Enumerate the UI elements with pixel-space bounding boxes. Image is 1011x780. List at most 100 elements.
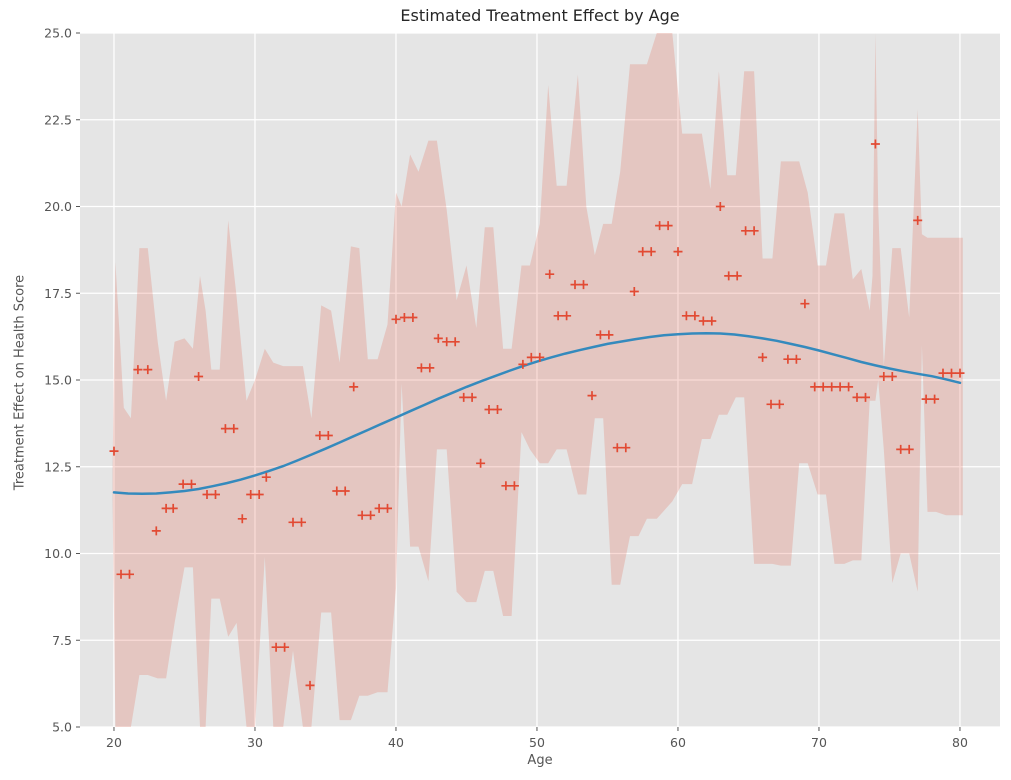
y-tick-label: 5.0 [52,720,72,735]
scatter-point [383,503,392,513]
scatter-point [168,503,178,513]
scatter-point [366,510,376,520]
scatter-point [673,247,683,257]
scatter-point [297,517,306,527]
scatter-point [484,405,494,414]
scatter-point [493,405,502,414]
scatter-point [357,510,367,520]
scatter-point [211,490,220,499]
scatter-point [202,490,212,499]
scatter-point [220,424,230,434]
scatter-point [246,490,256,499]
scatter-point [681,311,691,321]
scatter-point [509,481,519,491]
scatter-point [870,139,880,149]
scatter-point [810,382,820,392]
scatter-point [408,313,418,322]
y-tick-label: 17.5 [44,286,72,301]
scatter-point [467,392,477,402]
x-tick-label: 20 [106,735,122,750]
y-tick-label: 22.5 [44,112,72,127]
scatter-point [646,247,656,257]
scatter-point [109,446,119,456]
scatter-point [732,271,742,281]
x-tick-label: 70 [811,735,827,750]
y-tick-label: 15.0 [44,373,72,388]
scatter-point [715,202,725,211]
scatter-point [332,486,342,496]
scatter-point [938,368,948,378]
scatter-point [595,330,605,340]
scatter-point [501,481,511,491]
scatter-point [178,479,188,489]
y-axis-label: Treatment Effect on Health Score [12,274,28,491]
scatter-point [791,354,801,364]
trend-line [112,331,962,496]
scatter-point [229,424,239,434]
scatter-point [315,431,325,440]
scatter-point [237,514,247,524]
scatter-point [526,352,536,362]
scatter-point [374,503,384,513]
scatter-point [707,316,717,326]
scatter-point [861,392,870,402]
scatter-point [638,247,648,257]
scatter-point [280,642,290,652]
confidence-band [112,33,963,727]
scatter-point [913,215,923,225]
y-tick-label: 10.0 [44,546,72,561]
scatter-point [612,443,622,453]
scatter-point [896,444,906,454]
scatter-point [450,337,460,347]
scatter-point [535,352,545,362]
scatter-point [827,382,837,392]
scatter-point [133,365,143,375]
scatter-point [116,569,126,579]
scatter-point [579,280,588,290]
x-tick-label: 80 [952,735,968,750]
scatter-point [442,337,452,347]
y-tick-label: 25.0 [44,26,72,41]
scatter-point [835,382,845,392]
scatter-point [749,226,759,236]
scatter-point [143,365,153,375]
scatter-point [690,311,700,321]
scatter-point [741,226,751,236]
scatter-point [629,287,639,296]
scatter-point [518,359,528,369]
scatter-point [775,399,784,409]
scatter-point [904,444,914,454]
scatter-point [879,372,889,381]
scatter-point [800,299,810,309]
scatter-point [459,392,469,402]
scatter-point [663,221,673,231]
scatter-point [399,313,409,322]
y-tick-label: 20.0 [44,199,72,214]
scatter-point [545,269,555,279]
scatter-point [955,368,965,378]
scatter-point [783,354,793,364]
x-tick-label: 30 [247,735,263,750]
scatter-point [125,569,134,579]
x-tick-label: 50 [529,735,545,750]
scatter-point [766,399,776,409]
scatter-point [887,372,897,381]
scatter-point [305,680,315,690]
scatter-point [930,394,940,404]
scatter-point [553,311,563,321]
scatter-point [818,382,828,392]
scatter-point [476,458,486,468]
scatter-point [187,479,196,489]
scatter-point [655,221,665,231]
y-axis-label-wrap: Treatment Effect on Health Score [9,223,28,543]
scatter-point [194,372,204,381]
scatter-point [604,330,614,340]
scatter-point [340,486,350,496]
x-axis-label: Age [527,753,553,768]
scatter-point [587,391,597,401]
x-tick-label: 60 [670,735,686,750]
x-tick-label: 40 [388,735,404,750]
y-tick-label: 7.5 [52,633,72,648]
scatter-point [921,394,931,404]
